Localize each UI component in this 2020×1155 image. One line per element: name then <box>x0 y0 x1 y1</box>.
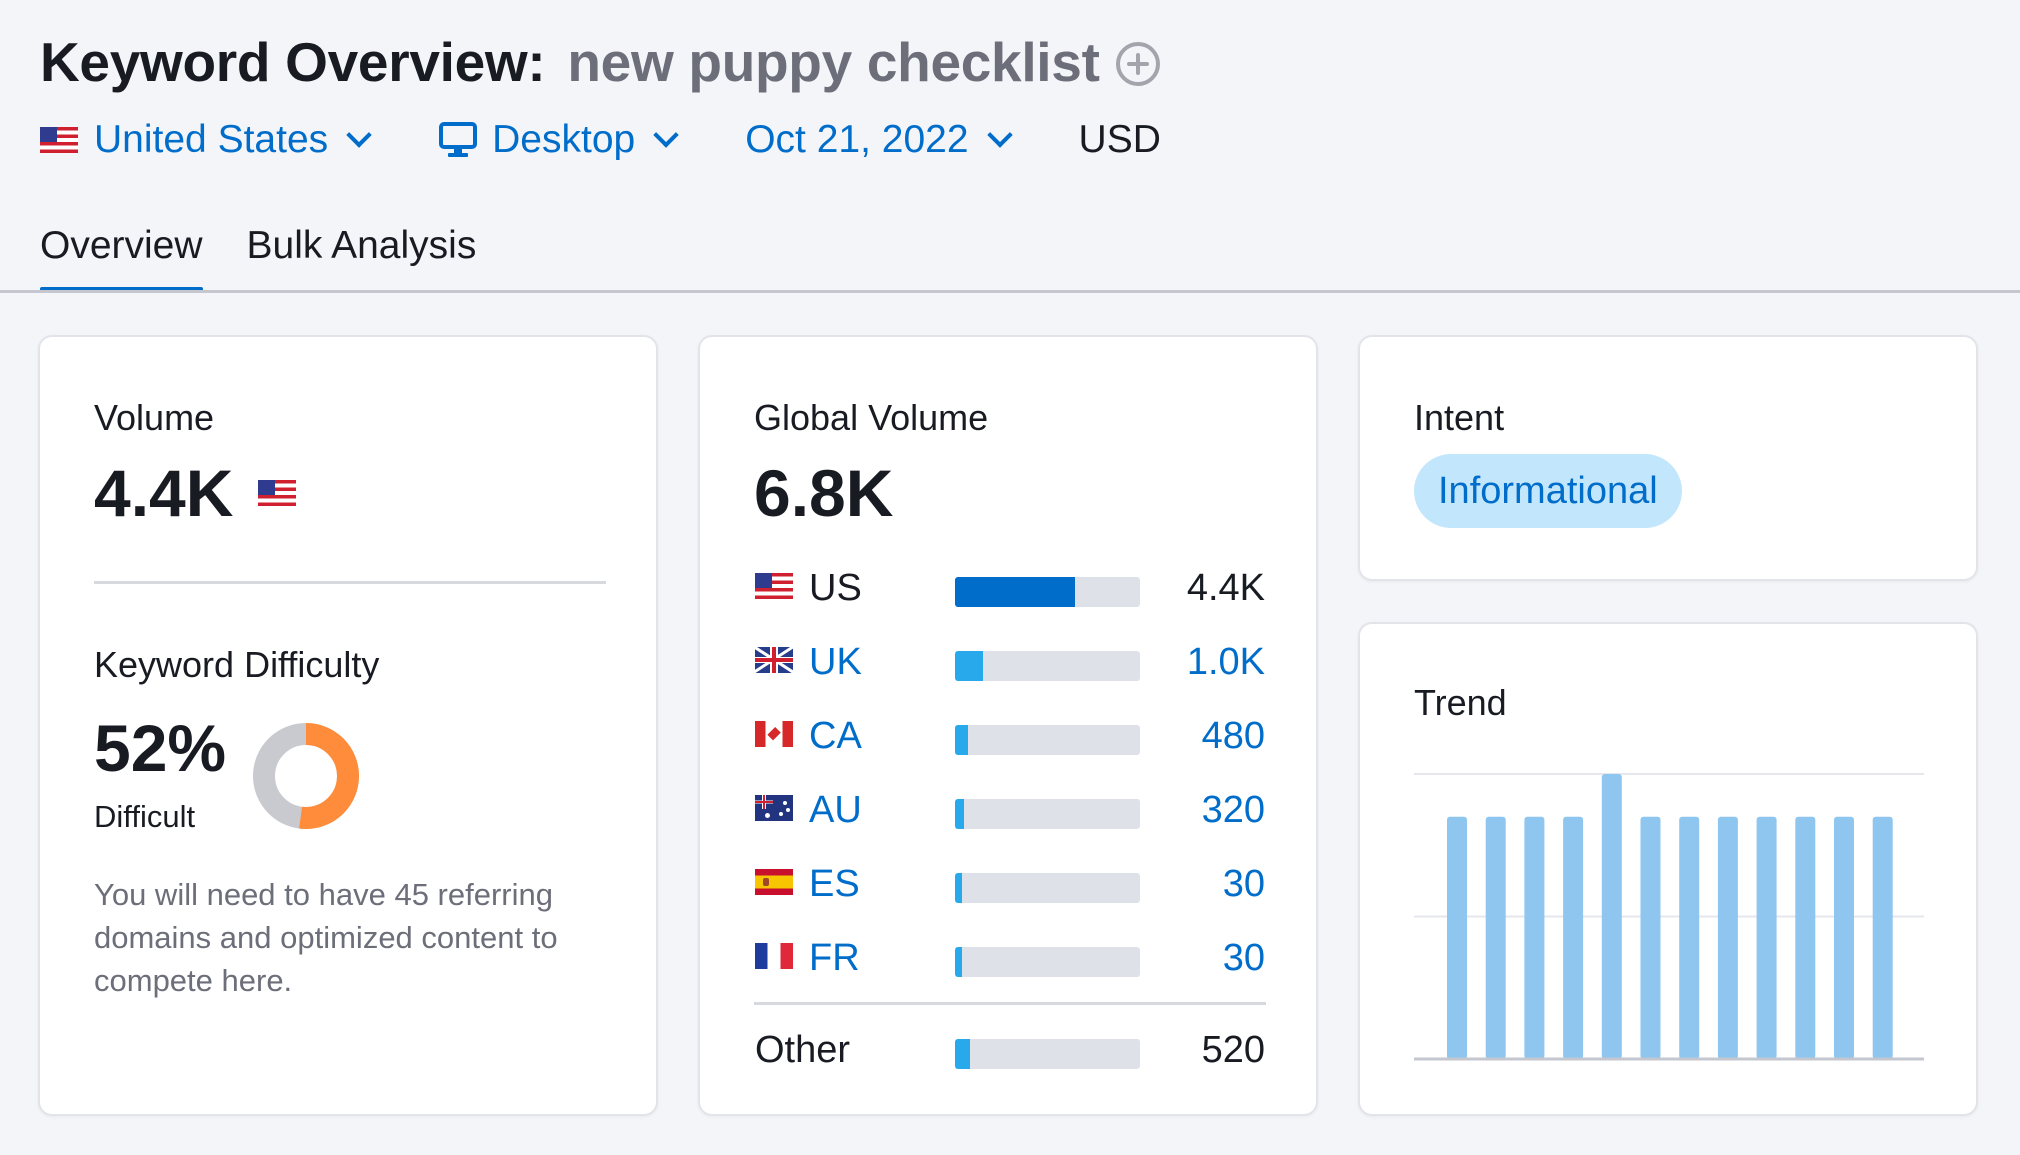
page-title-row: Keyword Overview: new puppy checklist <box>40 30 1160 94</box>
trend-bar[interactable] <box>1601 774 1622 1059</box>
desktop-icon <box>439 122 478 157</box>
trend-bar[interactable] <box>1756 816 1777 1059</box>
country-selector[interactable]: United States <box>40 118 372 162</box>
volume-bar <box>955 947 1140 977</box>
other-volume: 520 <box>1201 1029 1265 1071</box>
kd-donut-chart <box>253 723 359 829</box>
global-volume-label: Global Volume <box>754 397 989 438</box>
volume-card: Volume 4.4K Keyword Difficulty 52% Diffi… <box>38 335 658 1116</box>
tab-overview[interactable]: Overview <box>40 224 203 292</box>
trend-bar[interactable] <box>1872 816 1893 1059</box>
device-selector[interactable]: Desktop <box>438 118 679 162</box>
trend-bar[interactable] <box>1795 816 1816 1059</box>
kd-label: Keyword Difficulty <box>94 644 380 685</box>
volume-bar <box>955 873 1140 903</box>
country-row-fr[interactable]: FR 30 <box>755 937 1265 981</box>
volume-value: 4.4K <box>94 456 234 530</box>
tab-bar: Overview Bulk Analysis <box>40 224 520 292</box>
es-flag-icon <box>755 869 793 895</box>
volume-bar-fill <box>955 1039 970 1069</box>
country-code: UK <box>809 641 862 683</box>
tab-bulk-analysis[interactable]: Bulk Analysis <box>246 224 477 267</box>
trend-label: Trend <box>1414 682 1507 723</box>
global-volume-value: 6.8K <box>754 456 894 530</box>
currency-label: USD <box>1078 118 1161 161</box>
country-row-ca[interactable]: CA 480 <box>755 715 1265 759</box>
global-volume-divider <box>754 1002 1266 1005</box>
intent-card: Intent Informational <box>1358 335 1978 581</box>
country-code: US <box>809 567 862 609</box>
country-code: FR <box>809 937 860 979</box>
global-volume-card: Global Volume 6.8K US 4.4K UK 1.0K CA 48… <box>698 335 1318 1116</box>
volume-bar-fill <box>955 947 963 977</box>
tab-divider <box>0 290 2020 293</box>
volume-bar-fill <box>955 799 965 829</box>
volume-bar <box>955 799 1140 829</box>
add-icon[interactable] <box>1115 42 1160 86</box>
country-row-au[interactable]: AU 320 <box>755 789 1265 833</box>
volume-divider <box>94 581 606 584</box>
kd-donut-fill <box>253 723 359 829</box>
device-selector-label: Desktop <box>492 118 636 161</box>
us-flag-icon <box>258 480 296 506</box>
country-volume: 30 <box>1222 937 1265 979</box>
trend-bar[interactable] <box>1524 816 1545 1059</box>
fr-flag-icon <box>755 943 793 969</box>
country-code: CA <box>809 715 862 757</box>
volume-label: Volume <box>94 397 215 438</box>
trend-chart <box>1414 773 1924 1061</box>
country-selector-label: United States <box>94 118 329 161</box>
country-volume: 30 <box>1222 863 1265 905</box>
country-code: ES <box>809 863 860 905</box>
trend-bar[interactable] <box>1717 816 1738 1059</box>
country-volume: 480 <box>1201 715 1265 757</box>
volume-bar-fill <box>955 725 968 755</box>
intent-badge[interactable]: Informational <box>1414 454 1682 528</box>
trend-bar[interactable] <box>1485 816 1506 1059</box>
country-row-es[interactable]: ES 30 <box>755 863 1265 907</box>
us-flag-icon <box>40 127 78 153</box>
au-flag-icon <box>755 795 793 821</box>
country-code: AU <box>809 789 862 831</box>
volume-bar <box>955 651 1140 681</box>
kd-description: You will need to have 45 referring domai… <box>94 877 558 998</box>
volume-bar <box>955 725 1140 755</box>
trend-bar[interactable] <box>1447 816 1467 1059</box>
country-volume: 4.4K <box>1186 567 1265 609</box>
keyword-text: new puppy checklist <box>567 31 1100 93</box>
other-label: Other <box>755 1029 851 1071</box>
trend-bar[interactable] <box>1834 816 1854 1059</box>
trend-card: Trend <box>1358 622 1978 1116</box>
volume-bar <box>955 577 1140 607</box>
ca-flag-icon <box>755 721 793 747</box>
kd-value: 52% <box>94 711 227 785</box>
date-selector[interactable]: Oct 21, 2022 <box>745 118 1013 162</box>
chevron-down-icon <box>653 122 679 148</box>
chevron-down-icon <box>986 122 1013 148</box>
volume-bar-fill <box>955 651 983 681</box>
trend-bar[interactable] <box>1679 816 1700 1059</box>
chevron-down-icon <box>346 122 372 148</box>
volume-bar-fill <box>955 873 963 903</box>
volume-bar <box>955 1039 1140 1069</box>
country-volume: 1.0K <box>1186 641 1265 683</box>
country-row-us[interactable]: US 4.4K <box>755 567 1265 611</box>
country-row-other: Other 520 <box>755 1029 1265 1073</box>
trend-bar[interactable] <box>1640 816 1661 1059</box>
volume-bar-fill <box>955 577 1076 607</box>
intent-label: Intent <box>1414 397 1505 438</box>
us-flag-icon <box>755 573 793 599</box>
country-volume: 320 <box>1201 789 1265 831</box>
country-row-uk[interactable]: UK 1.0K <box>755 641 1265 685</box>
page-title: Keyword Overview: <box>40 31 546 93</box>
filter-bar: United States Desktop Oct 21, 2022 USD <box>40 118 1161 162</box>
date-selector-label: Oct 21, 2022 <box>745 118 969 161</box>
trend-bar[interactable] <box>1563 816 1584 1059</box>
kd-level: Difficult <box>94 799 196 834</box>
uk-flag-icon <box>755 647 793 673</box>
